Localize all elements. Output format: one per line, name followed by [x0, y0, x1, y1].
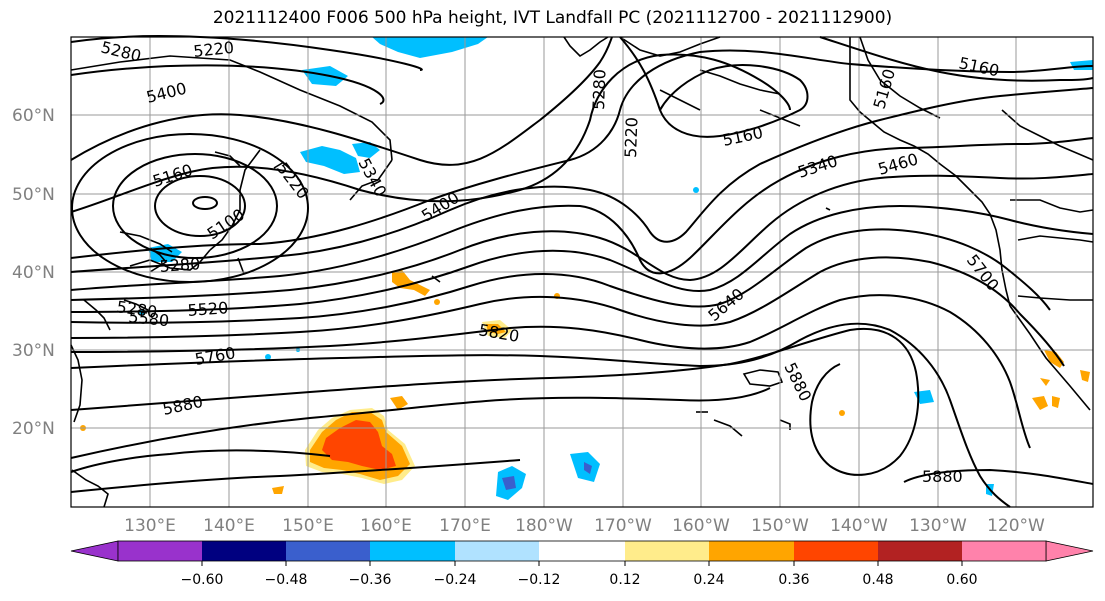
lat-label: 40°N — [12, 263, 55, 283]
colorbar-tick-label: 0.12 — [609, 572, 640, 588]
lon-label: 180°W — [515, 516, 573, 536]
contour-label: 5280 — [589, 69, 609, 110]
colorbar-tick-labels: −0.60 −0.48 −0.36 −0.24 −0.12 0.12 0.24 … — [181, 572, 978, 588]
colorbar-tick-label: 0.48 — [862, 572, 893, 588]
lat-label: 30°N — [12, 341, 55, 361]
colorbar-bin — [118, 541, 202, 561]
colorbar-bin — [539, 541, 625, 561]
colorbar-bin — [878, 541, 962, 561]
colorbar-under-triangle — [70, 540, 119, 562]
colorbar-ticks — [201, 561, 963, 566]
colorbar-over-triangle — [1045, 540, 1094, 562]
contour-label: 5520 — [187, 298, 229, 320]
colorbar-bin — [709, 541, 794, 561]
lon-label: 170°E — [439, 516, 491, 536]
lon-label: 160°W — [672, 516, 730, 536]
contour-label: 5280 — [159, 254, 201, 276]
lat-label: 50°N — [12, 185, 55, 205]
lon-label: 130°W — [909, 516, 967, 536]
lon-label: 170°W — [594, 516, 652, 536]
contour-label: 5880 — [922, 467, 963, 486]
lon-label: 160°E — [360, 516, 412, 536]
map-panel: 5280 5220 5400 5160 5100 5220 5340 5400 … — [70, 35, 1094, 508]
colorbar-bin — [962, 541, 1046, 561]
latitude-labels: 60°N 50°N 40°N 30°N 20°N — [12, 106, 55, 439]
colorbar-bin — [202, 541, 286, 561]
colorbar-tick-label: −0.36 — [349, 572, 392, 588]
colorbar-tick-label: −0.48 — [265, 572, 308, 588]
colorbar-tick-label: 0.24 — [693, 572, 724, 588]
colorbar-tick-label: 0.36 — [778, 572, 809, 588]
longitude-labels: 130°E 140°E 150°E 160°E 170°E 180°W 170°… — [124, 516, 1045, 536]
lon-label: 130°E — [124, 516, 176, 536]
contour-label: 5580 — [128, 307, 170, 330]
colorbar-bin — [794, 541, 878, 561]
lat-label: 20°N — [12, 419, 55, 439]
lon-label: 150°E — [282, 516, 334, 536]
lon-label: 140°W — [830, 516, 888, 536]
colorbar-bin — [370, 541, 455, 561]
lon-label: 140°E — [203, 516, 255, 536]
colorbar-bin — [286, 541, 370, 561]
colorbar-bin — [455, 541, 539, 561]
colorbar-tick-label: −0.12 — [518, 572, 561, 588]
contour-label: 5220 — [621, 117, 641, 158]
contour-label: 5220 — [192, 38, 234, 61]
colorbar-tick-label: −0.24 — [434, 572, 477, 588]
ivt-positive-shading — [80, 270, 1090, 494]
lon-label: 150°W — [751, 516, 809, 536]
height-contours — [70, 35, 1094, 508]
colorbar-tick-label: 0.60 — [946, 572, 977, 588]
lon-label: 120°W — [987, 516, 1045, 536]
lat-label: 60°N — [12, 106, 55, 126]
colorbar-tick-label: −0.60 — [181, 572, 224, 588]
colorbar: −0.60 −0.48 −0.36 −0.24 −0.12 0.12 0.24 … — [70, 540, 1094, 588]
map-title: 2021112400 F006 500 hPa height, IVT Land… — [212, 8, 893, 28]
colorbar-bin — [625, 541, 709, 561]
colorbar-bins — [118, 541, 1046, 561]
